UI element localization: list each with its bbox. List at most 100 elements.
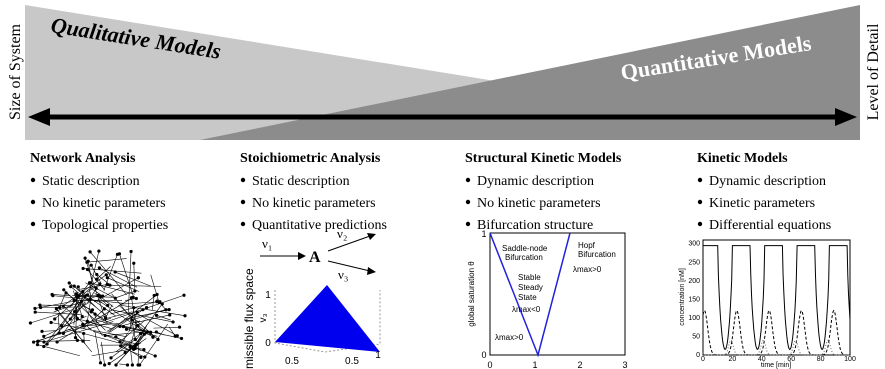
edge — [86, 283, 100, 293]
node — [35, 343, 40, 347]
node — [73, 336, 78, 340]
node — [131, 295, 135, 299]
node — [128, 345, 132, 349]
annotation: λmax>0 — [495, 333, 524, 342]
edge — [88, 251, 100, 296]
node — [142, 332, 146, 336]
flux-label: ν₂ — [337, 226, 347, 241]
edge — [151, 295, 155, 310]
tick-label: 0 — [696, 352, 700, 359]
node — [114, 363, 118, 367]
tick-label: 40 — [758, 356, 766, 363]
edge — [118, 304, 159, 340]
bullet-text: Bifurcation structure — [477, 218, 593, 233]
edge — [119, 253, 135, 299]
node — [75, 338, 80, 342]
edge — [75, 303, 78, 319]
node — [135, 342, 139, 346]
node — [40, 329, 44, 333]
flux-label: ν₁ — [262, 236, 272, 251]
bullet-dot — [465, 177, 471, 183]
edge — [85, 282, 116, 299]
node — [42, 344, 46, 349]
edge — [61, 304, 77, 327]
column-title: Stoichiometric Analysis — [240, 151, 381, 166]
tick-label: 60 — [787, 356, 795, 363]
tick-label: 0 — [701, 356, 705, 363]
node — [109, 356, 113, 360]
right-label: Level of Detail — [865, 23, 882, 120]
curve — [703, 245, 851, 351]
edge — [107, 277, 140, 292]
bullet-dot — [30, 177, 36, 183]
node — [136, 363, 140, 367]
arrow-head — [298, 252, 306, 260]
node — [64, 291, 68, 295]
tick-label: 0.5 — [345, 356, 359, 367]
edge — [43, 321, 114, 343]
edge — [137, 339, 140, 366]
node — [113, 296, 117, 300]
tick-label: 1 — [481, 229, 486, 239]
bullet-text: Dynamic description — [477, 174, 594, 189]
tick-label: 0 — [481, 350, 486, 360]
node — [81, 289, 85, 294]
node — [32, 340, 36, 344]
bullet-dot — [697, 221, 703, 227]
bullet-dot — [697, 177, 703, 183]
node — [36, 339, 40, 343]
tick-label: 2 — [577, 360, 582, 369]
node — [68, 317, 72, 321]
node — [60, 324, 64, 328]
column-title: Kinetic Models — [697, 151, 788, 166]
edge — [153, 326, 180, 329]
arrow — [327, 260, 371, 272]
axis-label: time [min] — [761, 362, 791, 369]
node — [114, 335, 118, 339]
flux-label: ν₃ — [338, 267, 348, 282]
node — [74, 292, 78, 296]
node — [72, 298, 76, 303]
edge — [90, 282, 135, 295]
bullet-dot — [465, 221, 471, 227]
edge — [65, 292, 106, 322]
bullet-text: Static description — [42, 174, 140, 189]
edge — [150, 274, 160, 303]
bullet-dot — [240, 199, 246, 205]
node — [72, 284, 76, 288]
node — [179, 336, 184, 341]
tick-label: 20 — [729, 356, 737, 363]
bullet-dot — [465, 199, 471, 205]
bullet-text: Kinetic parameters — [709, 196, 815, 211]
node — [98, 361, 103, 365]
node — [177, 325, 182, 329]
edge — [30, 308, 77, 324]
node — [81, 339, 85, 343]
bullet-dot — [240, 221, 246, 227]
tick-label: 100 — [844, 356, 856, 363]
node — [113, 270, 117, 274]
node — [67, 281, 71, 285]
bullet-dot — [30, 199, 36, 205]
edge — [101, 333, 156, 357]
annotation: λmax<0 — [512, 305, 541, 314]
edge — [110, 338, 136, 359]
column-title: Structural Kinetic Models — [465, 151, 622, 166]
node — [97, 249, 101, 253]
stoichiometric-figure: ν₁ A ν₂ ν₃ dmissible flux space v₃ 1 0 0.5… — [242, 226, 381, 369]
edge — [37, 340, 91, 342]
structural-figure: global saturation θ 100 1 2 3 Saddle-nodeBi… — [467, 229, 628, 369]
node — [85, 293, 89, 297]
node — [151, 335, 155, 339]
edge — [124, 309, 170, 320]
edge — [41, 330, 58, 332]
node — [94, 286, 98, 290]
edge — [83, 323, 119, 327]
edge — [96, 266, 111, 280]
node — [134, 296, 138, 301]
edge — [56, 308, 92, 353]
node — [55, 340, 59, 344]
node — [119, 344, 123, 348]
edge — [109, 284, 162, 287]
curve — [702, 339, 850, 356]
